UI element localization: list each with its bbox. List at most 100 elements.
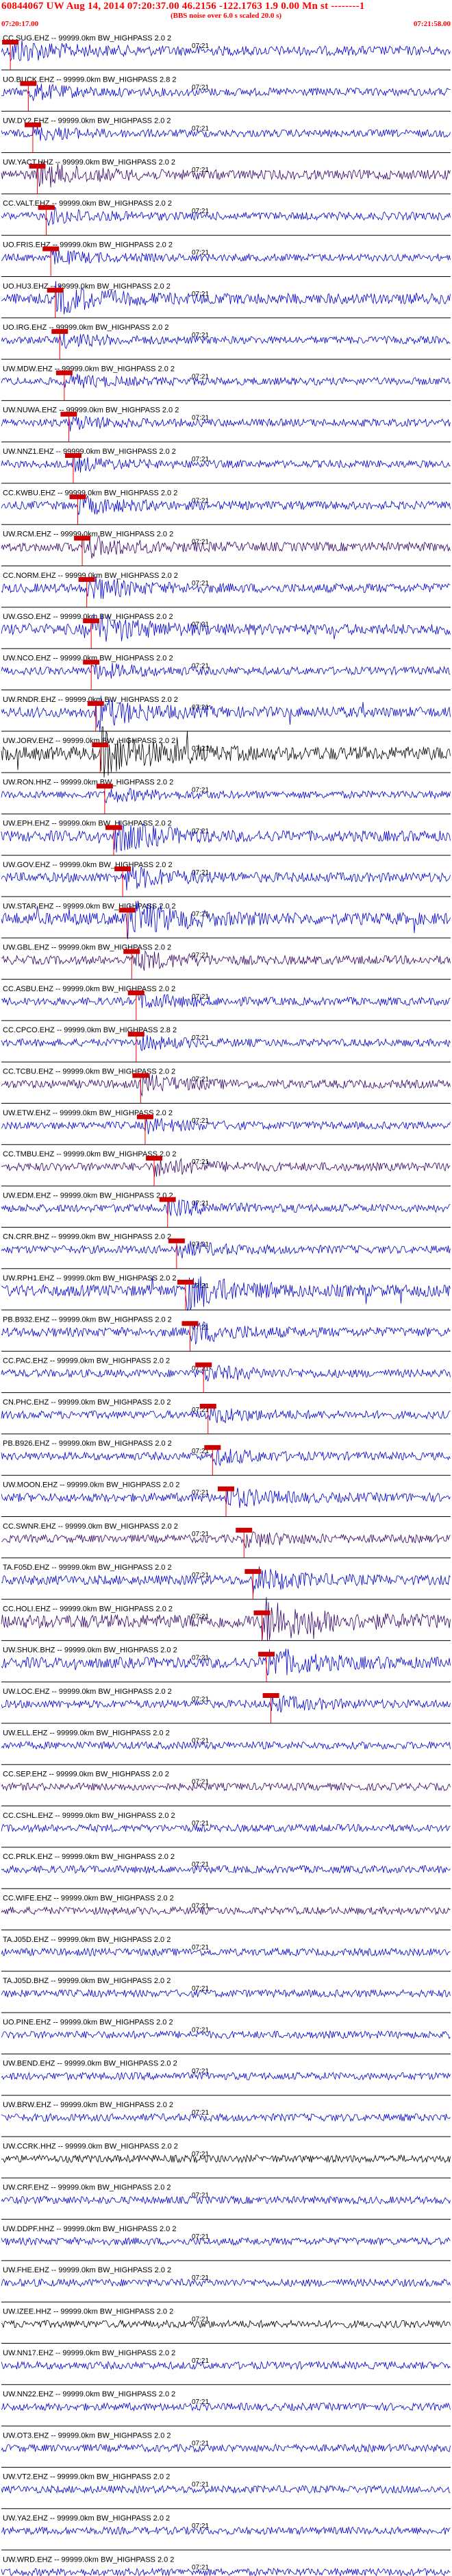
trace-label: UW.WRD.EHZ -- 99999.0km BW_HIGHPASS 2.0 … [3, 2555, 174, 2564]
trace-label: UW.RCM.EHZ -- 99999.0km BW_HIGHPASS 2.0 … [3, 531, 173, 539]
time-tick-label: 07:21 [192, 580, 209, 587]
pick-marker [204, 1445, 221, 1450]
time-tick-label: 07:21 [192, 125, 209, 133]
trace-label: UW.GSO.EHZ -- 99999.0km BW_HIGHPASS 2.0 … [3, 613, 173, 621]
waveform [1, 576, 451, 599]
waveform [1, 2484, 451, 2494]
trace-label: UW.GBL.EHZ -- 99999.0km BW_HIGHPASS 2.0 … [3, 944, 171, 952]
waveform [1, 161, 451, 188]
trace-row: UO.FRIS.EHZ -- 99999.0km BW_HIGHPASS 2.0… [1, 241, 451, 277]
waveform [1, 2071, 451, 2081]
waveform [1, 696, 451, 732]
pick-marker [258, 1651, 275, 1657]
pick-marker [20, 81, 37, 86]
pick-marker [262, 1693, 279, 1698]
time-tick-label: 07:21 [192, 2440, 209, 2447]
pick-marker [105, 825, 122, 830]
waveform [1, 1447, 451, 1467]
pick-marker [83, 618, 100, 624]
trace-row: CC.PRLK.EHZ -- 99999.0km BW_HIGHPASS 2.0… [1, 1853, 451, 1889]
waveform [1, 2030, 451, 2040]
time-tick-label: 07:21 [192, 2233, 209, 2241]
trace-row: CC.ASBU.EHZ -- 99999.0km BW_HIGHPASS 2.0… [1, 985, 451, 1021]
trace-row: UW.NN17.EHZ -- 99999.0km BW_HIGHPASS 2.0… [1, 2349, 451, 2385]
trace-label: UW.MDW.EHZ -- 99999.0km BW_HIGHPASS 2.0 … [3, 365, 175, 373]
trace-label: UW.DY2.EHZ -- 99999.0km BW_HIGHPASS 2.0 … [3, 117, 171, 125]
trace-row: PB.B926.EHZ -- 99999.0km BW_HIGHPASS 2.0… [1, 1439, 451, 1476]
time-tick-label: 07:21 [192, 2398, 209, 2406]
trace-label: TA.F05D.EHZ -- 99999.0km BW_HIGHPASS 2.0… [3, 1564, 172, 1572]
trace-row: TA.J05D.BHZ -- 99999.0km BW_HIGHPASS 2.0… [1, 1977, 451, 2013]
time-tick-label: 07:21 [192, 456, 209, 463]
pick-marker [168, 1238, 185, 1243]
trace-row: CC.SWNR.EHZ -- 99999.0km BW_HIGHPASS 2.0… [1, 1522, 451, 1559]
waveform [1, 1596, 451, 1641]
time-tick-label: 07:21 [192, 1365, 209, 1373]
trace-row: UW.YACT.HHZ -- 99999.0km BW_HIGHPASS 2.0… [1, 158, 451, 195]
waveform [1, 281, 451, 315]
pick-marker [195, 1362, 212, 1368]
trace-row: CC.SUG.EHZ -- 99999.0km BW_HIGHPASS 2.0 … [1, 34, 451, 71]
time-tick-label: 07:21 [192, 1448, 209, 1455]
trace-row: UW.RNDR.EHZ -- 99999.0km BW_HIGHPASS 2.0… [1, 696, 451, 732]
time-tick-label: 07:21 [192, 663, 209, 670]
pick-marker [47, 287, 64, 293]
waveform [1, 947, 451, 971]
time-tick-label: 07:21 [192, 1034, 209, 1042]
time-tick-label: 07:21 [192, 828, 209, 836]
time-tick-label: 07:21 [192, 2316, 209, 2324]
trace-row: TA.F05D.EHZ -- 99999.0km BW_HIGHPASS 2.0… [1, 1564, 451, 1600]
waveform [1, 726, 451, 778]
time-tick-label: 07:21 [192, 1655, 209, 1662]
waveform [1, 821, 451, 853]
trace-row: UW.NCO.EHZ -- 99999.0km BW_HIGHPASS 2.0 … [1, 655, 451, 690]
time-tick-label: 07:21 [192, 1531, 209, 1538]
trace-label: UW.NCO.EHZ -- 99999.0km BW_HIGHPASS 2.0 … [3, 655, 173, 663]
time-tick-label: 07:21 [192, 910, 209, 918]
trace-label: UW.FHE.EHZ -- 99999.0km BW_HIGHPASS 2.0 … [3, 2266, 171, 2274]
time-tick-label: 07:21 [192, 2068, 209, 2076]
time-tick-label: 07:21 [192, 1158, 209, 1166]
trace-label: CC.SEP.EHZ -- 99999.0km BW_HIGHPASS 2.0 … [3, 1771, 169, 1779]
trace-row: UO.BUCK.EHZ -- 99999.0km BW_HIGHPASS 2.8… [1, 75, 451, 112]
trace-label: UO.FRIS.EHZ -- 99999.0km BW_HIGHPASS 2.0… [3, 241, 173, 250]
trace-label: CC.HOLI.EHZ -- 99999.0km BW_HIGHPASS 2.0… [3, 1605, 173, 1613]
trace-row: CC.TMBU.EHZ -- 99999.0km BW_HIGHPASS 2.0… [1, 1150, 451, 1187]
noise-scaling-note: (BBS noise over 6.0 s scaled 20.0 s) [170, 12, 282, 20]
waveform [1, 40, 451, 62]
trace-row: UW.RCM.EHZ -- 99999.0km BW_HIGHPASS 2.0 … [1, 531, 451, 567]
pick-marker [42, 246, 60, 252]
trace-row: UO.IRG.EHZ -- 99999.0km BW_HIGHPASS 2.0 … [1, 324, 451, 360]
time-tick-label: 07:21 [192, 1985, 209, 1993]
trace-label: UW.VT2.EHZ -- 99999.0km BW_HIGHPASS 2.0 … [3, 2473, 170, 2481]
trace-label: CC.TMBU.EHZ -- 99999.0km BW_HIGHPASS 2.0… [3, 1150, 176, 1158]
trace-label: UO.HU3.EHZ -- 99999.0km BW_HIGHPASS 2.0 … [3, 282, 171, 291]
time-tick-label: 07:21 [192, 250, 209, 257]
time-tick-label: 07:21 [192, 1241, 209, 1249]
waveform [1, 1947, 451, 1957]
pick-marker [83, 659, 100, 665]
waveform [1, 1864, 451, 1875]
trace-label: CN.CRR.BHZ -- 99999.0km BW_HIGHPASS 2.0 … [3, 1233, 171, 1241]
trace-label: CC.KWBU.EHZ -- 99999.0km BW_HIGHPASS 2.0… [3, 489, 177, 497]
trace-label: UW.BRW.EHZ -- 99999.0km BW_HIGHPASS 2.0 … [3, 2101, 173, 2109]
pick-marker [2, 40, 19, 45]
time-tick-label: 07:21 [192, 1324, 209, 1331]
time-tick-label: 07:21 [192, 84, 209, 91]
time-tick-label: 07:21 [192, 415, 209, 422]
trace-label: UW.MOON.EHZ -- 99999.0km BW_HIGHPASS 2.0… [3, 1481, 179, 1490]
pick-marker [60, 411, 77, 417]
waveform [1, 1566, 451, 1596]
trace-row: UW.STAR.EHZ -- 99999.0km BW_HIGHPASS 2.0… [1, 900, 451, 940]
trace-row: CN.PHC.EHZ -- 99999.0km BW_HIGHPASS 2.0 … [1, 1398, 451, 1435]
waveform [1, 494, 451, 515]
trace-row: CC.TCBU.EHZ -- 99999.0km BW_HIGHPASS 2.0… [1, 1068, 451, 1104]
trace-row: CC.PAC.EHZ -- 99999.0km BW_HIGHPASS 2.0 … [1, 1357, 451, 1394]
pick-marker [218, 1486, 234, 1492]
trace-label: UW.RON.HHZ -- 99999.0km BW_HIGHPASS 2.0 … [3, 778, 173, 786]
waveform [1, 2154, 451, 2164]
trace-row: CN.CRR.BHZ -- 99999.0km BW_HIGHPASS 2.0 … [1, 1233, 451, 1269]
waveform [1, 1276, 451, 1311]
trace-row: UW.FHE.EHZ -- 99999.0km BW_HIGHPASS 2.0 … [1, 2266, 451, 2302]
